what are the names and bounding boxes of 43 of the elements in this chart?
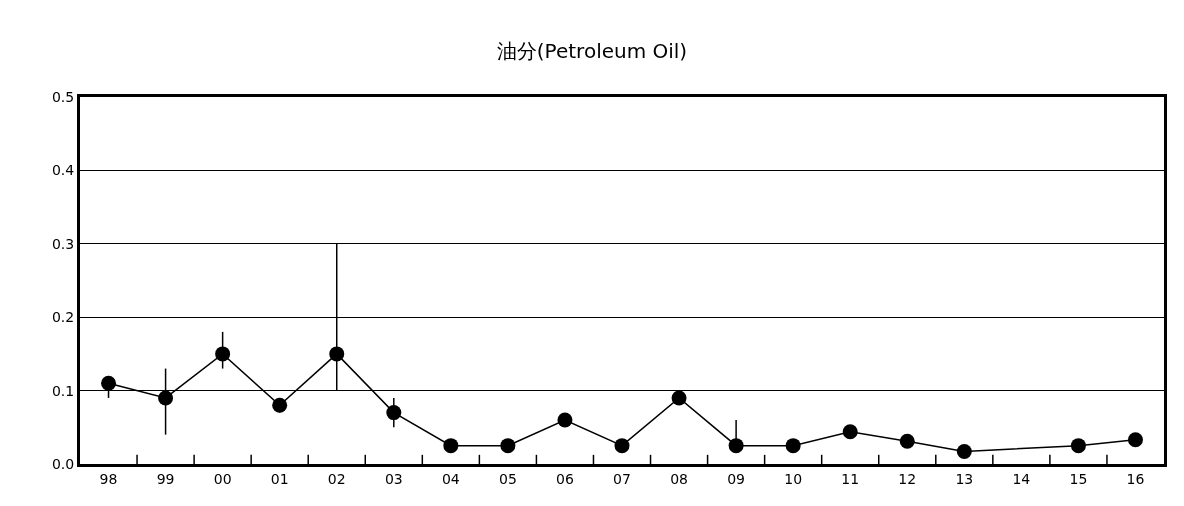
- x-tick-label: 16: [1126, 470, 1145, 487]
- point: [1070, 438, 1086, 454]
- y-tick-label: 0.4: [51, 162, 75, 179]
- x-tick-label: 12: [898, 470, 917, 487]
- x-tick-label: 04: [441, 470, 460, 487]
- point: [842, 424, 858, 440]
- y-tick-label: 0.5: [51, 88, 75, 105]
- x-tick-label: 15: [1069, 470, 1088, 487]
- x-tick-label: 11: [841, 470, 860, 487]
- point: [785, 438, 801, 454]
- point: [614, 438, 630, 454]
- x-tick-label: 01: [270, 470, 289, 487]
- point: [899, 433, 915, 449]
- x-tick-label: 99: [156, 470, 175, 487]
- y-tick-label: 0.3: [51, 235, 75, 252]
- point: [215, 346, 231, 362]
- point: [443, 438, 459, 454]
- x-tick-label: 10: [784, 470, 803, 487]
- x-tick-label: 14: [1012, 470, 1031, 487]
- x-tick-label: 03: [384, 470, 403, 487]
- y-tick-label: 0.0: [51, 455, 75, 472]
- x-tick-label: 00: [213, 470, 232, 487]
- point: [386, 405, 402, 421]
- point: [329, 346, 345, 362]
- chart-title: 油分(Petroleum Oil): [496, 38, 688, 63]
- point: [158, 390, 174, 406]
- x-tick-label: 09: [727, 470, 746, 487]
- point: [956, 444, 972, 460]
- x-tick-label: 07: [613, 470, 631, 487]
- x-tick-label: 06: [556, 470, 574, 487]
- x-tick-label: 13: [955, 470, 974, 487]
- point: [671, 390, 687, 406]
- x-tick-label: 98: [99, 470, 118, 487]
- y-tick-label: 0.2: [51, 309, 75, 326]
- x-tick-label: 05: [498, 470, 517, 487]
- point: [101, 375, 117, 391]
- x-tick-label: 08: [670, 470, 688, 487]
- point: [500, 438, 516, 454]
- point: [1127, 432, 1143, 448]
- point: [728, 438, 744, 454]
- point: [557, 412, 573, 428]
- y-tick-label: 0.1: [51, 382, 75, 399]
- x-tick-label: 02: [327, 470, 346, 487]
